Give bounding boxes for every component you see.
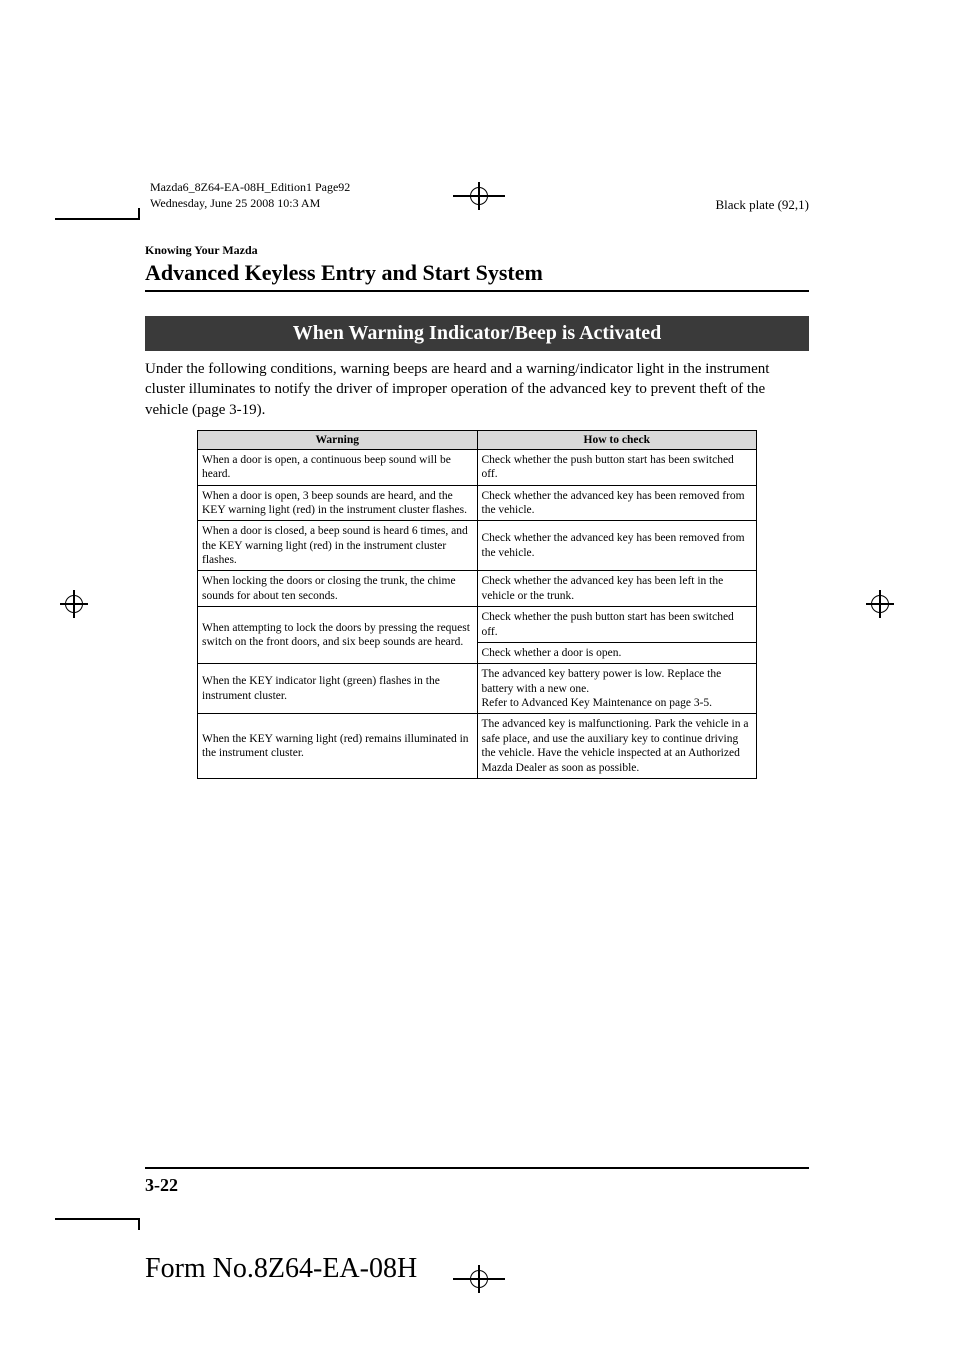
cell-warning: When locking the doors or closing the tr…: [198, 571, 478, 607]
cell-warning: When attempting to lock the doors by pre…: [198, 607, 478, 664]
cell-check: The advanced key battery power is low. R…: [477, 664, 757, 714]
doc-id-line2: Wednesday, June 25 2008 10:3 AM: [150, 196, 350, 212]
table-row: When the KEY indicator light (green) fla…: [198, 664, 757, 714]
registration-mark-bottom: [453, 1265, 505, 1293]
th-warning: Warning: [198, 430, 478, 449]
cell-warning: When a door is open, a continuous beep s…: [198, 449, 478, 485]
cell-warning: When a door is open, 3 beep sounds are h…: [198, 485, 478, 521]
cell-warning: When a door is closed, a beep sound is h…: [198, 521, 478, 571]
registration-mark-top: [453, 182, 505, 210]
crop-mark-bottom-left: [55, 1218, 140, 1220]
table-row: When a door is open, a continuous beep s…: [198, 449, 757, 485]
cell-check: Check whether the advanced key has been …: [477, 521, 757, 571]
th-how-to-check: How to check: [477, 430, 757, 449]
chapter-title: Advanced Keyless Entry and Start System: [145, 260, 809, 292]
page-number: 3-22: [145, 1175, 178, 1196]
page-content: Knowing Your Mazda Advanced Keyless Entr…: [145, 243, 809, 779]
intro-text: Under the following conditions, warning …: [145, 359, 809, 420]
page-rule: [145, 1167, 809, 1169]
cell-warning: When the KEY indicator light (green) fla…: [198, 664, 478, 714]
table-row: When a door is closed, a beep sound is h…: [198, 521, 757, 571]
registration-mark-left: [60, 590, 88, 618]
registration-mark-right: [866, 590, 894, 618]
table-row: When attempting to lock the doors by pre…: [198, 607, 757, 643]
header-meta: Mazda6_8Z64-EA-08H_Edition1 Page92 Wedne…: [150, 180, 350, 211]
table-row: When the KEY warning light (red) remains…: [198, 714, 757, 779]
warning-table: Warning How to check When a door is open…: [197, 430, 757, 779]
crop-mark-top-left: [55, 218, 140, 220]
table-row: When a door is open, 3 beep sounds are h…: [198, 485, 757, 521]
table-header-row: Warning How to check: [198, 430, 757, 449]
cell-check: Check whether the advanced key has been …: [477, 571, 757, 607]
table-row: When locking the doors or closing the tr…: [198, 571, 757, 607]
cell-warning: When the KEY warning light (red) remains…: [198, 714, 478, 779]
doc-id-line1: Mazda6_8Z64-EA-08H_Edition1 Page92: [150, 180, 350, 196]
cell-check: The advanced key is malfunctioning. Park…: [477, 714, 757, 779]
cell-check: Check whether the push button start has …: [477, 449, 757, 485]
cell-check: Check whether a door is open.: [477, 642, 757, 663]
black-plate-label: Black plate (92,1): [716, 197, 810, 213]
form-number: Form No.8Z64-EA-08H: [145, 1253, 417, 1285]
section-label: Knowing Your Mazda: [145, 243, 809, 258]
section-banner: When Warning Indicator/Beep is Activated: [145, 316, 809, 351]
cell-check: Check whether the advanced key has been …: [477, 485, 757, 521]
cell-check: Check whether the push button start has …: [477, 607, 757, 643]
